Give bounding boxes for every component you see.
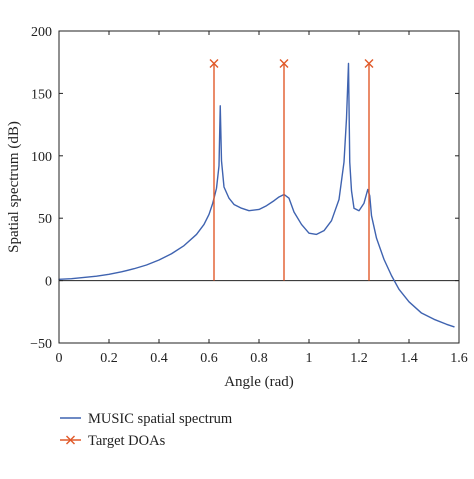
music-spectrum-line <box>58 62 455 328</box>
target-doa-marker-stroke <box>209 58 219 68</box>
x-tick-label: 1.4 <box>400 351 418 366</box>
plot-frame <box>58 30 460 344</box>
target-doa-marker <box>279 58 289 68</box>
x-tick-label: 1 <box>306 351 313 366</box>
y-tick-label: −50 <box>30 337 52 352</box>
y-tick-label: 100 <box>31 150 52 165</box>
x-tick-label: 0.8 <box>250 351 268 366</box>
y-tick-label: 150 <box>31 87 52 102</box>
x-tick-label: 0.2 <box>100 351 118 366</box>
series-layer <box>58 58 459 328</box>
y-tick-label: 0 <box>45 275 52 290</box>
x-tick-label: 0.4 <box>150 351 168 366</box>
x-tick-label: 0.6 <box>200 351 218 366</box>
target-doa-marker <box>364 58 374 68</box>
legend-marker-target-doas <box>66 435 75 445</box>
x-tick-label: 0 <box>56 351 63 366</box>
target-doa-marker-stroke <box>364 58 374 68</box>
y-axis-label: Spatial spectrum (dB) <box>6 121 22 253</box>
x-tick-label: 1.6 <box>450 351 468 366</box>
x-axis-label: Angle (rad) <box>224 374 294 390</box>
legend-label-target-doas: Target DOAs <box>88 433 166 449</box>
target-doa-marker-stroke <box>279 58 289 68</box>
legend-label-music-spectrum: MUSIC spatial spectrum <box>88 411 233 427</box>
target-doa-marker <box>209 58 219 68</box>
y-tick-label: 50 <box>38 212 52 227</box>
x-tick-label: 1.2 <box>350 351 368 366</box>
ticks-layer: 0 0.2 0.4 0.6 0.8 1 1.2 1.4 1.6 −50 0 50 100 150 200 <box>30 25 468 366</box>
legend: MUSIC spatial spectrum Target DOAs <box>60 411 233 449</box>
y-tick-label: 200 <box>31 25 52 40</box>
legend-marker-stroke <box>66 435 75 445</box>
